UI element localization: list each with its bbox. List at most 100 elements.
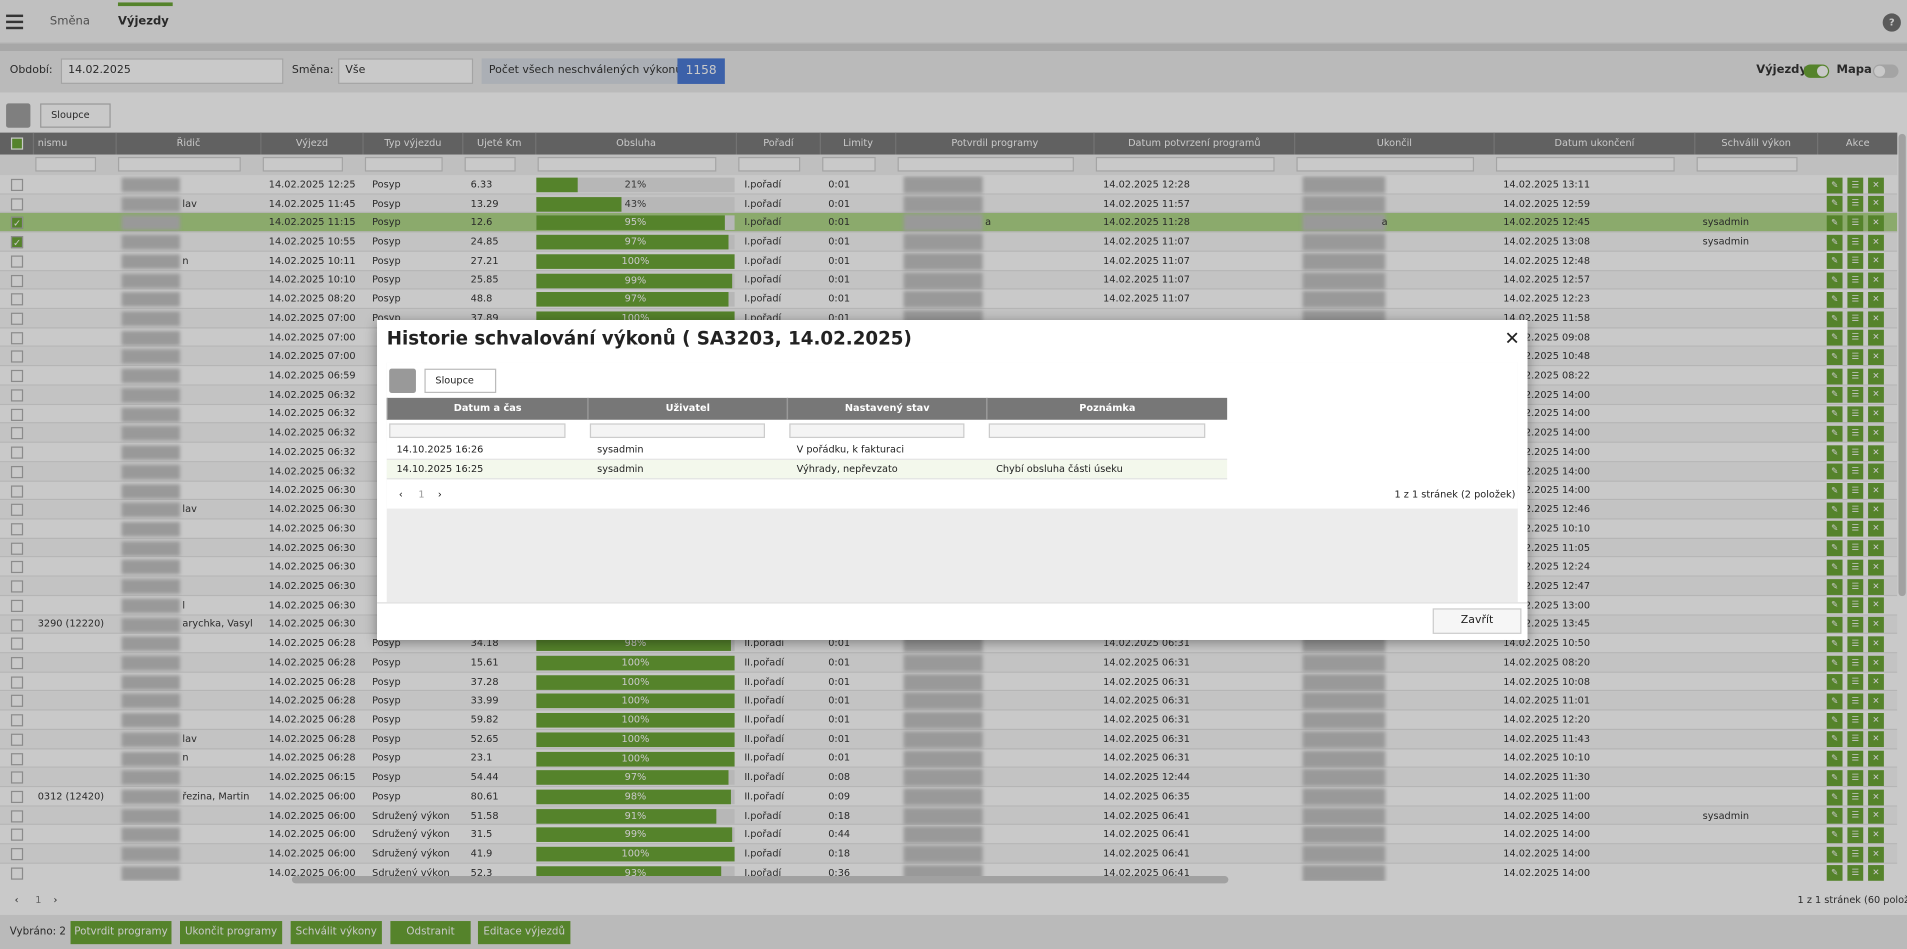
- row-checkbox[interactable]: [10, 370, 24, 383]
- action-button[interactable]: ☰: [1847, 463, 1864, 480]
- action-button[interactable]: ✕: [1868, 483, 1884, 499]
- column-header[interactable]: Výjezd: [260, 132, 362, 155]
- action-button[interactable]: Schválit výkony: [290, 921, 382, 945]
- action-button[interactable]: ✕: [1868, 253, 1884, 270]
- action-button[interactable]: ✎: [1826, 674, 1843, 691]
- action-button[interactable]: ☰: [1847, 540, 1864, 557]
- column-filter[interactable]: [35, 156, 97, 172]
- action-button[interactable]: ✎: [1826, 253, 1843, 270]
- row-checkbox[interactable]: [10, 695, 24, 708]
- column-filter[interactable]: [464, 156, 516, 172]
- action-button[interactable]: ✕: [1868, 234, 1884, 251]
- column-filter[interactable]: [1095, 156, 1275, 172]
- action-button[interactable]: ☰: [1847, 483, 1864, 499]
- action-button[interactable]: ✕: [1868, 463, 1884, 480]
- action-button[interactable]: ✎: [1826, 693, 1843, 710]
- action-button[interactable]: ✕: [1868, 406, 1884, 423]
- row-checkbox[interactable]: [10, 446, 24, 459]
- action-button[interactable]: ✕: [1868, 177, 1884, 193]
- action-button[interactable]: ✎: [1826, 444, 1843, 461]
- column-filter[interactable]: [1696, 156, 1798, 172]
- row-checkbox[interactable]: ✓: [10, 217, 24, 230]
- action-button[interactable]: ☰: [1847, 177, 1864, 193]
- action-button[interactable]: ✕: [1868, 578, 1884, 595]
- action-button[interactable]: ☰: [1847, 789, 1864, 805]
- action-button[interactable]: ☰: [1847, 846, 1864, 863]
- row-checkbox[interactable]: [10, 465, 24, 478]
- action-button[interactable]: Editace výjezdů: [477, 921, 571, 945]
- action-button[interactable]: ✕: [1868, 846, 1884, 863]
- action-button[interactable]: ✎: [1826, 521, 1843, 538]
- columns-button[interactable]: Sloupce: [40, 103, 111, 128]
- action-button[interactable]: ✎: [1826, 559, 1843, 576]
- action-button[interactable]: ✎: [1826, 540, 1843, 557]
- column-header[interactable]: Typ výjezdu: [362, 132, 462, 155]
- column-filter[interactable]: [988, 423, 1206, 439]
- row-checkbox[interactable]: [10, 752, 24, 765]
- action-button[interactable]: ✎: [1826, 463, 1843, 480]
- action-button[interactable]: ☰: [1847, 674, 1864, 691]
- action-button[interactable]: ☰: [1847, 712, 1864, 729]
- action-button[interactable]: ✎: [1826, 789, 1843, 805]
- menu-icon[interactable]: [6, 20, 24, 24]
- action-button[interactable]: ✕: [1868, 808, 1884, 825]
- action-button[interactable]: ✎: [1826, 865, 1843, 881]
- action-button[interactable]: ✎: [1826, 597, 1843, 614]
- action-button[interactable]: Potvrdit programy: [70, 921, 172, 945]
- action-button[interactable]: ✕: [1868, 502, 1884, 518]
- close-dialog-button[interactable]: Zavřít: [1432, 608, 1522, 634]
- action-button[interactable]: ✎: [1826, 406, 1843, 423]
- action-button[interactable]: ☰: [1847, 406, 1864, 423]
- action-button[interactable]: ✎: [1826, 291, 1843, 308]
- row-checkbox[interactable]: [10, 580, 24, 593]
- column-header[interactable]: Potvrdil programy: [895, 132, 1093, 155]
- action-button[interactable]: ✕: [1868, 674, 1884, 691]
- action-button[interactable]: ✕: [1868, 349, 1884, 365]
- row-checkbox[interactable]: [10, 178, 24, 192]
- action-button[interactable]: ✎: [1826, 310, 1843, 327]
- menu-icon[interactable]: [6, 14, 24, 18]
- column-header[interactable]: Poznámka: [986, 397, 1228, 420]
- action-button[interactable]: ☰: [1847, 349, 1864, 365]
- action-button[interactable]: ☰: [1847, 272, 1864, 289]
- action-button[interactable]: ☰: [1847, 865, 1864, 881]
- action-button[interactable]: ✎: [1826, 215, 1843, 232]
- action-button[interactable]: Ukončit programy: [179, 921, 283, 945]
- action-button[interactable]: ☰: [1847, 444, 1864, 461]
- row-checkbox[interactable]: [10, 523, 24, 536]
- action-button[interactable]: ✎: [1826, 712, 1843, 729]
- action-button[interactable]: ✕: [1868, 196, 1884, 212]
- column-header[interactable]: Datum potvrzení programů: [1093, 132, 1294, 155]
- column-filter[interactable]: [1495, 156, 1675, 172]
- row-checkbox[interactable]: [10, 714, 24, 727]
- action-button[interactable]: Odstranit: [390, 921, 471, 945]
- row-checkbox[interactable]: [10, 293, 24, 306]
- action-button[interactable]: ✕: [1868, 310, 1884, 327]
- header-checkbox[interactable]: [10, 137, 24, 150]
- row-checkbox[interactable]: [10, 274, 24, 287]
- row-checkbox[interactable]: [10, 427, 24, 440]
- row-checkbox[interactable]: [10, 484, 24, 498]
- action-button[interactable]: ✕: [1868, 865, 1884, 881]
- action-button[interactable]: ☰: [1847, 291, 1864, 308]
- action-button[interactable]: ✎: [1826, 827, 1843, 844]
- action-button[interactable]: ☰: [1847, 827, 1864, 844]
- row-checkbox[interactable]: [10, 503, 24, 517]
- v-scrollbar[interactable]: [1898, 133, 1906, 597]
- action-button[interactable]: ✎: [1826, 387, 1843, 404]
- action-button[interactable]: ✕: [1868, 712, 1884, 729]
- column-header[interactable]: Schválil výkon: [1694, 132, 1817, 155]
- row-checkbox[interactable]: [10, 350, 24, 364]
- column-header[interactable]: Ujeté Km: [462, 132, 535, 155]
- action-button[interactable]: ☰: [1847, 731, 1864, 748]
- column-header[interactable]: Limity: [819, 132, 895, 155]
- action-button[interactable]: ☰: [1847, 655, 1864, 672]
- action-button[interactable]: ✕: [1868, 750, 1884, 767]
- action-button[interactable]: ☰: [1847, 521, 1864, 538]
- action-button[interactable]: ✎: [1826, 846, 1843, 863]
- help-button[interactable]: ?: [1882, 13, 1901, 32]
- action-button[interactable]: ☰: [1847, 310, 1864, 327]
- row-checkbox[interactable]: [10, 810, 24, 823]
- filter-icon-button[interactable]: [6, 103, 31, 128]
- action-button[interactable]: ✎: [1826, 769, 1843, 786]
